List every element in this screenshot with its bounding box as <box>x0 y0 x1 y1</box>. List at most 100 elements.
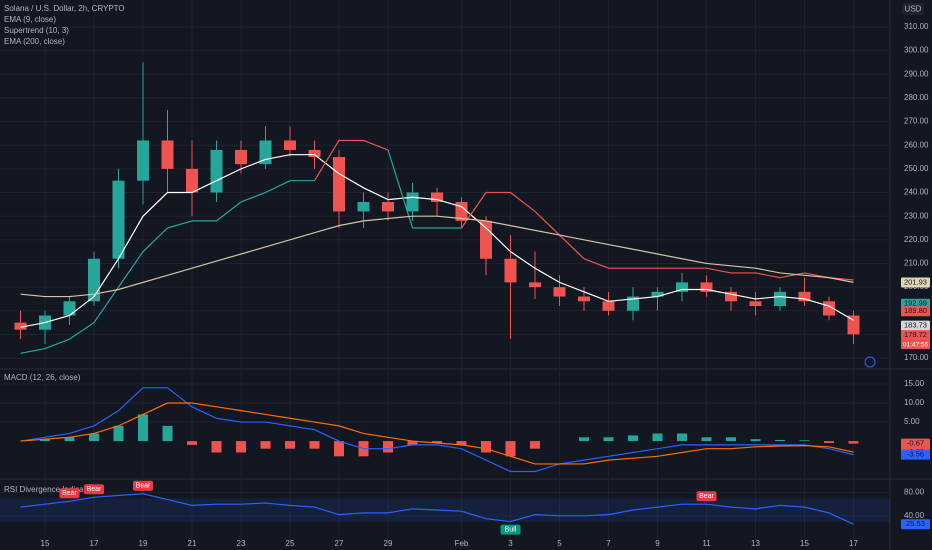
candle-body <box>14 322 27 330</box>
histogram-bar <box>726 437 736 442</box>
x-tick-label: 3 <box>508 539 513 548</box>
price-badge <box>901 306 930 317</box>
currency: USD <box>905 5 922 14</box>
y-tick-label: 300.00 <box>904 46 929 55</box>
supertrend-segment <box>779 272 805 279</box>
indicator-line <box>20 154 854 328</box>
histogram-bar <box>456 441 467 445</box>
candle-body <box>308 149 321 158</box>
histogram-bar <box>138 414 148 442</box>
histogram-bar <box>285 441 295 449</box>
histogram-bar <box>64 437 75 442</box>
histogram-bar <box>211 441 222 453</box>
supertrend-segment <box>118 251 144 288</box>
legend-entry: EMA (9, close) <box>4 15 56 24</box>
price-badge <box>901 519 930 530</box>
candle-body <box>284 140 296 150</box>
histogram-bar <box>89 433 99 442</box>
x-tick-label: 25 <box>286 539 295 548</box>
countdown-badge <box>901 340 930 350</box>
annotation-label: Bear <box>699 493 714 500</box>
price-badge-label: 25.53 <box>906 519 925 528</box>
price-badge <box>901 438 930 449</box>
indicator-line <box>20 493 854 525</box>
annotation-badge <box>84 484 104 495</box>
currency-badge <box>902 3 924 15</box>
price-badge <box>901 330 930 341</box>
histogram-bar <box>334 441 344 457</box>
histogram-bar <box>628 435 638 442</box>
candle-body <box>406 192 419 212</box>
candle-body <box>651 291 664 297</box>
price-badge-label: 179.72 <box>904 330 927 339</box>
candle-body <box>63 301 76 316</box>
annotation-label: Bear <box>62 490 77 497</box>
y-tick-label: 170.00 <box>904 353 929 362</box>
candle-body <box>88 258 100 302</box>
x-tick-label: 27 <box>335 539 344 548</box>
price-badge-label: 201.93 <box>904 278 927 287</box>
x-tick-label: 29 <box>384 539 393 548</box>
histogram-bar <box>187 441 197 445</box>
candle-body <box>161 140 174 169</box>
histogram-bar <box>432 441 442 443</box>
supertrend-segment <box>534 211 560 236</box>
candle-body <box>774 291 786 307</box>
candle-body <box>700 282 713 292</box>
supertrend-segment <box>216 201 242 222</box>
candle-body <box>749 301 762 307</box>
histogram-bar <box>383 441 393 453</box>
candle-body <box>186 168 198 193</box>
annotation-badge <box>696 491 717 502</box>
candle-body <box>357 201 370 212</box>
legend-entry: EMA (200, close) <box>4 37 65 46</box>
supertrend-segment <box>240 191 266 203</box>
annotation-badge <box>500 524 521 535</box>
supertrend-segment <box>583 258 609 269</box>
histogram-bar <box>750 439 761 442</box>
supertrend-segment <box>313 140 340 182</box>
annotation-badge <box>133 480 153 491</box>
lightning-icon[interactable] <box>864 356 876 368</box>
supertrend-segment <box>93 286 119 323</box>
y-tick-label: 220.00 <box>904 235 929 244</box>
histogram-bar <box>309 441 320 449</box>
x-tick-label: 17 <box>849 539 858 548</box>
candle-body <box>431 192 443 202</box>
candle-body <box>847 315 860 335</box>
candle-body <box>210 149 223 193</box>
rsi-title: RSI Divergence Indicator <box>4 485 93 494</box>
supertrend-segment <box>559 234 585 260</box>
supertrend-segment <box>706 267 732 274</box>
supertrend-segment <box>387 149 414 229</box>
price-badge <box>901 277 930 288</box>
supertrend-segment <box>20 348 46 354</box>
plot-area <box>0 0 890 540</box>
y-tick-label: 230.00 <box>904 211 929 220</box>
histogram-bar <box>162 425 173 442</box>
candle-body <box>455 201 468 221</box>
candle-body <box>627 296 639 311</box>
annotation-badge <box>59 488 80 499</box>
x-tick-label: Feb <box>455 539 469 548</box>
histogram-bar <box>236 441 246 453</box>
candle-body <box>676 282 688 292</box>
histogram-bar <box>603 437 614 442</box>
price-badge-label: -0.67 <box>907 439 924 448</box>
candle-body <box>529 282 541 288</box>
supertrend-segment <box>142 227 168 253</box>
indicator-line <box>20 402 854 465</box>
annotation-label: Bull <box>505 526 517 533</box>
candle-body <box>504 258 517 283</box>
annotation-label: Bear <box>87 486 102 493</box>
price-badge-label: 192.99 <box>904 299 927 308</box>
y-tick-label: 310.00 <box>904 22 929 31</box>
x-tick-label: 9 <box>655 539 660 548</box>
histogram-bar <box>824 441 834 443</box>
y-tick-label: 290.00 <box>904 69 929 78</box>
countdown: 01:47:56 <box>903 341 929 348</box>
chart-title: Solana / U.S. Dollar, 2h, CRYPTO <box>4 4 125 13</box>
price-badge-label: 189.80 <box>904 306 927 315</box>
histogram-bar <box>481 441 491 453</box>
